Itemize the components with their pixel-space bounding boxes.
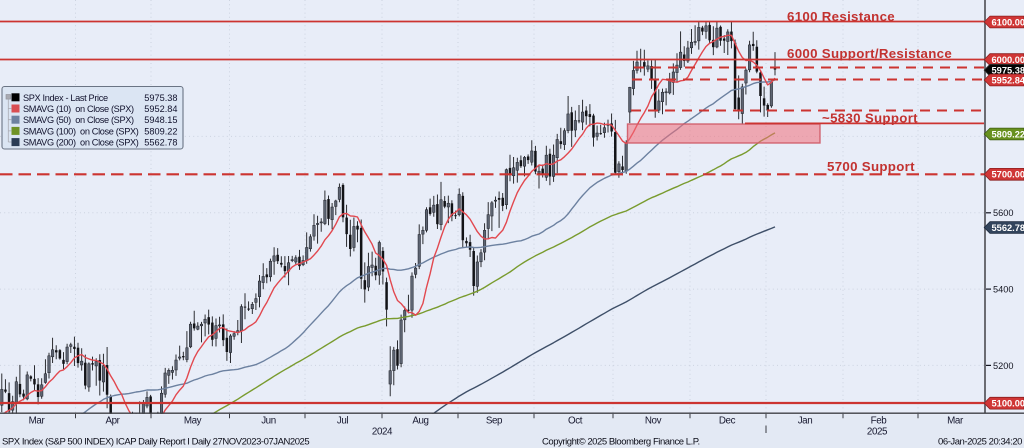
- svg-text:5952.84: 5952.84: [992, 75, 1024, 85]
- svg-text:5100.00: 5100.00: [992, 399, 1024, 409]
- svg-text:5600: 5600: [993, 208, 1013, 218]
- svg-text:6100.00: 6100.00: [992, 17, 1024, 27]
- svg-text:6100 Resistance: 6100 Resistance: [787, 9, 895, 24]
- svg-text:Aug: Aug: [412, 415, 428, 426]
- svg-text:5809.22: 5809.22: [144, 126, 177, 136]
- svg-text:5400: 5400: [993, 284, 1013, 294]
- svg-text:5975.38: 5975.38: [992, 66, 1024, 76]
- svg-text:SMAVG (50) on Close (SPX): SMAVG (50) on Close (SPX): [23, 115, 134, 125]
- svg-text:SMAVG (10) on Close (SPX): SMAVG (10) on Close (SPX): [23, 104, 134, 114]
- svg-text:Jul: Jul: [337, 415, 349, 426]
- svg-text:5975.38: 5975.38: [144, 93, 177, 103]
- svg-text:Oct: Oct: [568, 415, 583, 426]
- svg-text:Dec: Dec: [719, 415, 736, 426]
- svg-text:Nov: Nov: [645, 415, 662, 426]
- svg-text:SPX Index - Last Price: SPX Index - Last Price: [23, 93, 108, 103]
- svg-text:SPX Index (S&P 500 INDEX) ICAP: SPX Index (S&P 500 INDEX) ICAP Daily Rep…: [2, 437, 309, 448]
- svg-text:Copyright© 2025 Bloomberg Fina: Copyright© 2025 Bloomberg Finance L.P.: [542, 437, 700, 448]
- svg-text:06-Jan-2025 20:34:20: 06-Jan-2025 20:34:20: [938, 437, 1022, 448]
- svg-text:Feb: Feb: [871, 415, 888, 426]
- svg-text:5200: 5200: [993, 361, 1013, 371]
- svg-text:~5830 Support: ~5830 Support: [822, 111, 918, 126]
- svg-text:Jan: Jan: [798, 415, 813, 426]
- svg-text:5562.78: 5562.78: [144, 138, 177, 148]
- svg-text:5700 Support: 5700 Support: [827, 159, 915, 174]
- svg-text:5562.78: 5562.78: [992, 223, 1024, 233]
- svg-text:SMAVG (200) on Close (SPX): SMAVG (200) on Close (SPX): [23, 138, 139, 148]
- svg-text:Mar: Mar: [29, 415, 46, 426]
- svg-text:5952.84: 5952.84: [144, 104, 177, 114]
- svg-text:Sep: Sep: [486, 415, 503, 426]
- svg-text:2025: 2025: [867, 427, 888, 438]
- svg-text:2024: 2024: [372, 427, 393, 438]
- svg-text:5700.00: 5700.00: [992, 170, 1024, 180]
- svg-text:Jun: Jun: [261, 415, 276, 426]
- svg-text:6000 Support/Resistance: 6000 Support/Resistance: [787, 46, 952, 61]
- svg-text:SMAVG (100) on Close (SPX): SMAVG (100) on Close (SPX): [23, 126, 139, 136]
- svg-text:Apr: Apr: [105, 415, 120, 426]
- svg-text:5948.15: 5948.15: [144, 115, 177, 125]
- svg-text:May: May: [184, 415, 202, 426]
- svg-text:Mar: Mar: [947, 415, 964, 426]
- svg-text:5809.22: 5809.22: [992, 129, 1024, 139]
- svg-text:6000.00: 6000.00: [992, 55, 1024, 65]
